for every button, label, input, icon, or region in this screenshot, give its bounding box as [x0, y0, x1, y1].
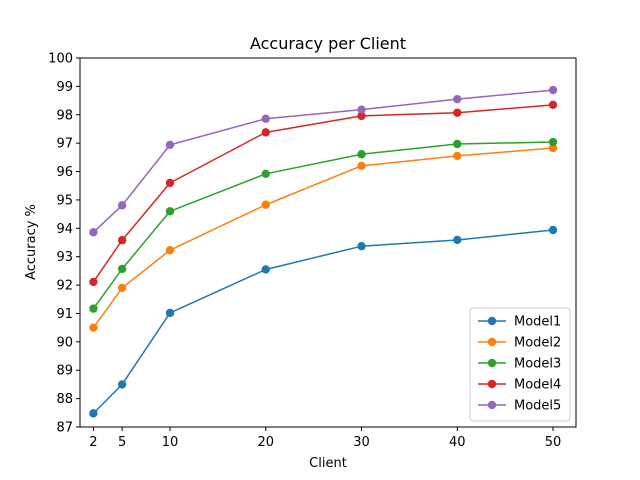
legend-swatch-marker — [487, 358, 497, 368]
data-point — [357, 241, 366, 251]
data-point — [453, 108, 462, 117]
data-point — [548, 85, 558, 95]
data-point — [357, 161, 366, 171]
data-point — [165, 140, 175, 150]
data-point — [89, 409, 98, 418]
data-point — [357, 111, 366, 121]
data-point — [261, 169, 270, 179]
x-tick-label: 2 — [89, 435, 97, 450]
data-point — [89, 304, 98, 313]
data-point — [357, 150, 366, 159]
y-tick-label: 100 — [48, 52, 73, 67]
data-point — [89, 228, 98, 237]
data-point — [117, 201, 127, 210]
y-tick-label: 89 — [56, 364, 73, 379]
legend: Model1 Model2 Model3 Model4 Model5 — [469, 307, 571, 422]
legend-swatch-marker — [487, 400, 497, 410]
plot-frame — [79, 57, 577, 428]
data-point — [165, 245, 175, 255]
x-tick-label: 50 — [545, 435, 562, 450]
data-point — [548, 100, 558, 110]
legend-item: Model4 — [478, 378, 561, 393]
series-model1 — [89, 225, 558, 418]
legend-item: Model2 — [478, 336, 561, 351]
data-point — [261, 265, 270, 274]
data-point — [117, 283, 127, 293]
x-tick-label: 10 — [162, 435, 179, 450]
data-point — [117, 236, 127, 245]
chart-title: Accuracy per Client — [250, 34, 406, 53]
legend-label: Model3 — [514, 357, 561, 372]
data-point — [117, 380, 127, 389]
data-point — [548, 225, 558, 235]
data-point — [261, 200, 270, 209]
series-model4 — [89, 100, 558, 287]
data-point — [261, 114, 270, 123]
legend-swatch-marker — [487, 316, 497, 326]
y-axis: 87 88 89 90 91 92 93 94 95 96 97 98 99 100 — [48, 52, 80, 436]
series-line — [92, 89, 554, 233]
x-axis: 2 5 10 20 30 40 50 — [89, 427, 561, 450]
legend-label: Model4 — [514, 378, 561, 393]
y-tick-label: 93 — [56, 250, 73, 265]
legend-swatch-marker — [487, 337, 497, 347]
data-point — [453, 151, 462, 161]
series-model5 — [89, 85, 558, 237]
y-tick-label: 95 — [56, 193, 73, 208]
data-point — [89, 323, 98, 332]
y-tick-label: 98 — [56, 108, 73, 123]
x-tick-label: 20 — [257, 435, 274, 450]
x-tick-label: 5 — [118, 435, 126, 450]
data-point — [117, 264, 127, 274]
data-point — [165, 207, 175, 216]
legend-swatch-marker — [487, 379, 497, 389]
data-point — [453, 94, 462, 104]
x-tick-label: 30 — [353, 435, 370, 450]
y-tick-label: 94 — [56, 222, 73, 237]
series-model3 — [89, 137, 558, 313]
plot-area — [79, 57, 577, 428]
legend-label: Model5 — [514, 399, 561, 414]
y-tick-label: 91 — [56, 307, 73, 322]
data-point — [357, 105, 366, 114]
y-tick-label: 92 — [56, 279, 73, 294]
data-point — [165, 308, 175, 318]
legend-item: Model1 — [478, 315, 561, 330]
x-axis-label: Client — [309, 456, 347, 471]
legend-item: Model5 — [478, 399, 561, 414]
y-axis-label: Accuracy % — [24, 204, 39, 280]
y-tick-label: 99 — [56, 80, 73, 95]
data-point — [548, 143, 558, 153]
data-point — [453, 235, 462, 245]
series-line — [92, 141, 554, 310]
y-tick-label: 97 — [56, 137, 73, 152]
data-point — [453, 139, 462, 149]
y-tick-label: 87 — [56, 421, 73, 436]
legend-label: Model2 — [514, 336, 561, 351]
y-tick-label: 96 — [56, 165, 73, 180]
data-point — [261, 128, 270, 137]
data-point — [89, 277, 98, 287]
legend-item: Model3 — [478, 357, 561, 372]
y-tick-label: 88 — [56, 392, 73, 407]
legend-label: Model1 — [514, 315, 561, 330]
legend-box — [469, 307, 571, 422]
series-group — [89, 85, 558, 418]
x-tick-label: 40 — [449, 435, 466, 450]
y-tick-label: 90 — [56, 335, 73, 350]
data-point — [548, 137, 558, 147]
data-point — [165, 178, 175, 188]
series-model2 — [89, 143, 558, 332]
